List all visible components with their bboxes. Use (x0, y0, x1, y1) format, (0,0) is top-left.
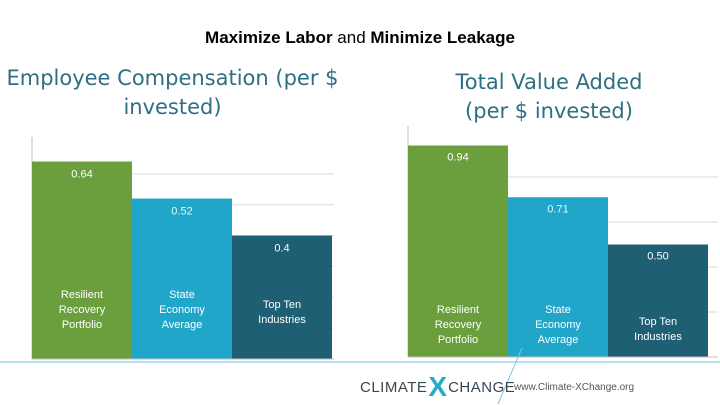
title-part-labor: Maximize Labor (205, 28, 333, 47)
data-label: 0.71 (547, 203, 568, 215)
data-label: 0.94 (447, 152, 468, 164)
bar (32, 161, 132, 359)
footer-slash (497, 347, 523, 405)
employee-compensation-chart: 0.64 Resilient Recovery Portfolio 0.52 State E… (31, 137, 334, 360)
category-label: Portfolio (438, 334, 478, 346)
bar (132, 198, 232, 359)
bar (408, 145, 508, 357)
logo-x-mark: X (428, 371, 448, 402)
page-title: Maximize Labor and Minimize Leakage (0, 28, 720, 48)
title-connector: and (332, 28, 371, 47)
logo-word-climate: CLIMATE (360, 378, 428, 396)
website-url: www.Climate-XChange.org (514, 382, 635, 393)
bar (232, 235, 332, 359)
category-label: Portfolio (62, 319, 102, 331)
category-label: Recovery (59, 304, 106, 316)
title-part-leakage: Minimize Leakage (370, 28, 515, 47)
category-label: Economy (535, 319, 581, 331)
chart-title-line: (per $ invested) (465, 99, 633, 123)
bar (508, 197, 608, 357)
category-label: Industries (634, 331, 682, 343)
category-label: Average (538, 334, 579, 346)
category-label: Resilient (61, 289, 103, 301)
climate-xchange-logo: CLIMATE X CHANGE (360, 372, 515, 402)
chart-title-line: invested) (123, 95, 222, 119)
category-label: Resilient (437, 304, 479, 316)
category-label: Industries (258, 314, 306, 326)
category-label: Top Ten (639, 316, 677, 328)
data-label: 0.64 (71, 169, 92, 181)
data-label: 0.52 (171, 206, 192, 218)
bar (608, 244, 708, 357)
category-label: Top Ten (263, 299, 301, 311)
logo-word-change: CHANGE (448, 378, 516, 396)
chart-title-employee-compensation: Employee Compensation (per $ invested) (0, 64, 345, 122)
category-label: Average (162, 319, 203, 331)
footer-divider (0, 347, 720, 405)
chart-title-line: Total Value Added (455, 70, 643, 94)
chart-title-line: Employee Compensation (per $ (6, 66, 339, 90)
category-label: Recovery (435, 319, 482, 331)
category-label: State (169, 289, 195, 301)
total-value-added-chart: 0.94 Resilient Recovery Portfolio 0.71 State E… (407, 126, 718, 358)
chart-title-total-value-added: Total Value Added (per $ invested) (378, 68, 720, 126)
category-label: State (545, 304, 571, 316)
category-label: Economy (159, 304, 205, 316)
data-label: 0.4 (274, 243, 289, 255)
data-label: 0.50 (647, 251, 668, 263)
